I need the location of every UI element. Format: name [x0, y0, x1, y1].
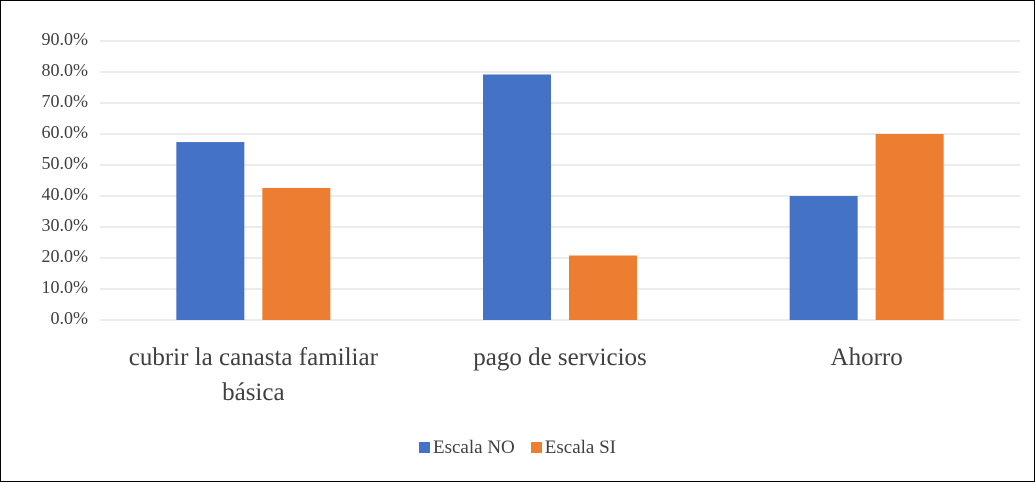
y-tick-label: 50.0% — [42, 153, 89, 173]
y-tick-label: 30.0% — [42, 215, 89, 235]
y-tick-label: 60.0% — [42, 122, 89, 142]
bar — [483, 74, 551, 320]
y-tick-label: 10.0% — [42, 277, 89, 297]
legend-swatch — [530, 442, 542, 453]
bar — [176, 142, 245, 320]
y-tick-label: 20.0% — [42, 246, 89, 266]
x-tick-label: Ahorro — [830, 344, 903, 371]
legend: Escala NO Escala SI — [0, 437, 1035, 459]
legend-item: Escala NO — [418, 437, 515, 459]
x-tick-label: cubrir la canasta familiar básica — [128, 344, 378, 406]
bar — [789, 196, 858, 320]
x-tick-label: pago de servicios — [473, 344, 647, 371]
legend-swatch — [418, 442, 430, 453]
legend-item: Escala SI — [530, 437, 616, 459]
y-tick-label: 40.0% — [42, 184, 89, 204]
bar — [875, 134, 944, 320]
y-tick-label: 90.0% — [42, 29, 89, 49]
bar — [262, 187, 331, 320]
bar — [569, 255, 637, 320]
y-tick-label: 80.0% — [42, 60, 89, 80]
legend-label: Escala NO — [432, 437, 515, 458]
legend-label: Escala SI — [544, 437, 616, 458]
y-tick-label: 0.0% — [51, 308, 89, 328]
y-tick-label: 70.0% — [42, 91, 89, 111]
